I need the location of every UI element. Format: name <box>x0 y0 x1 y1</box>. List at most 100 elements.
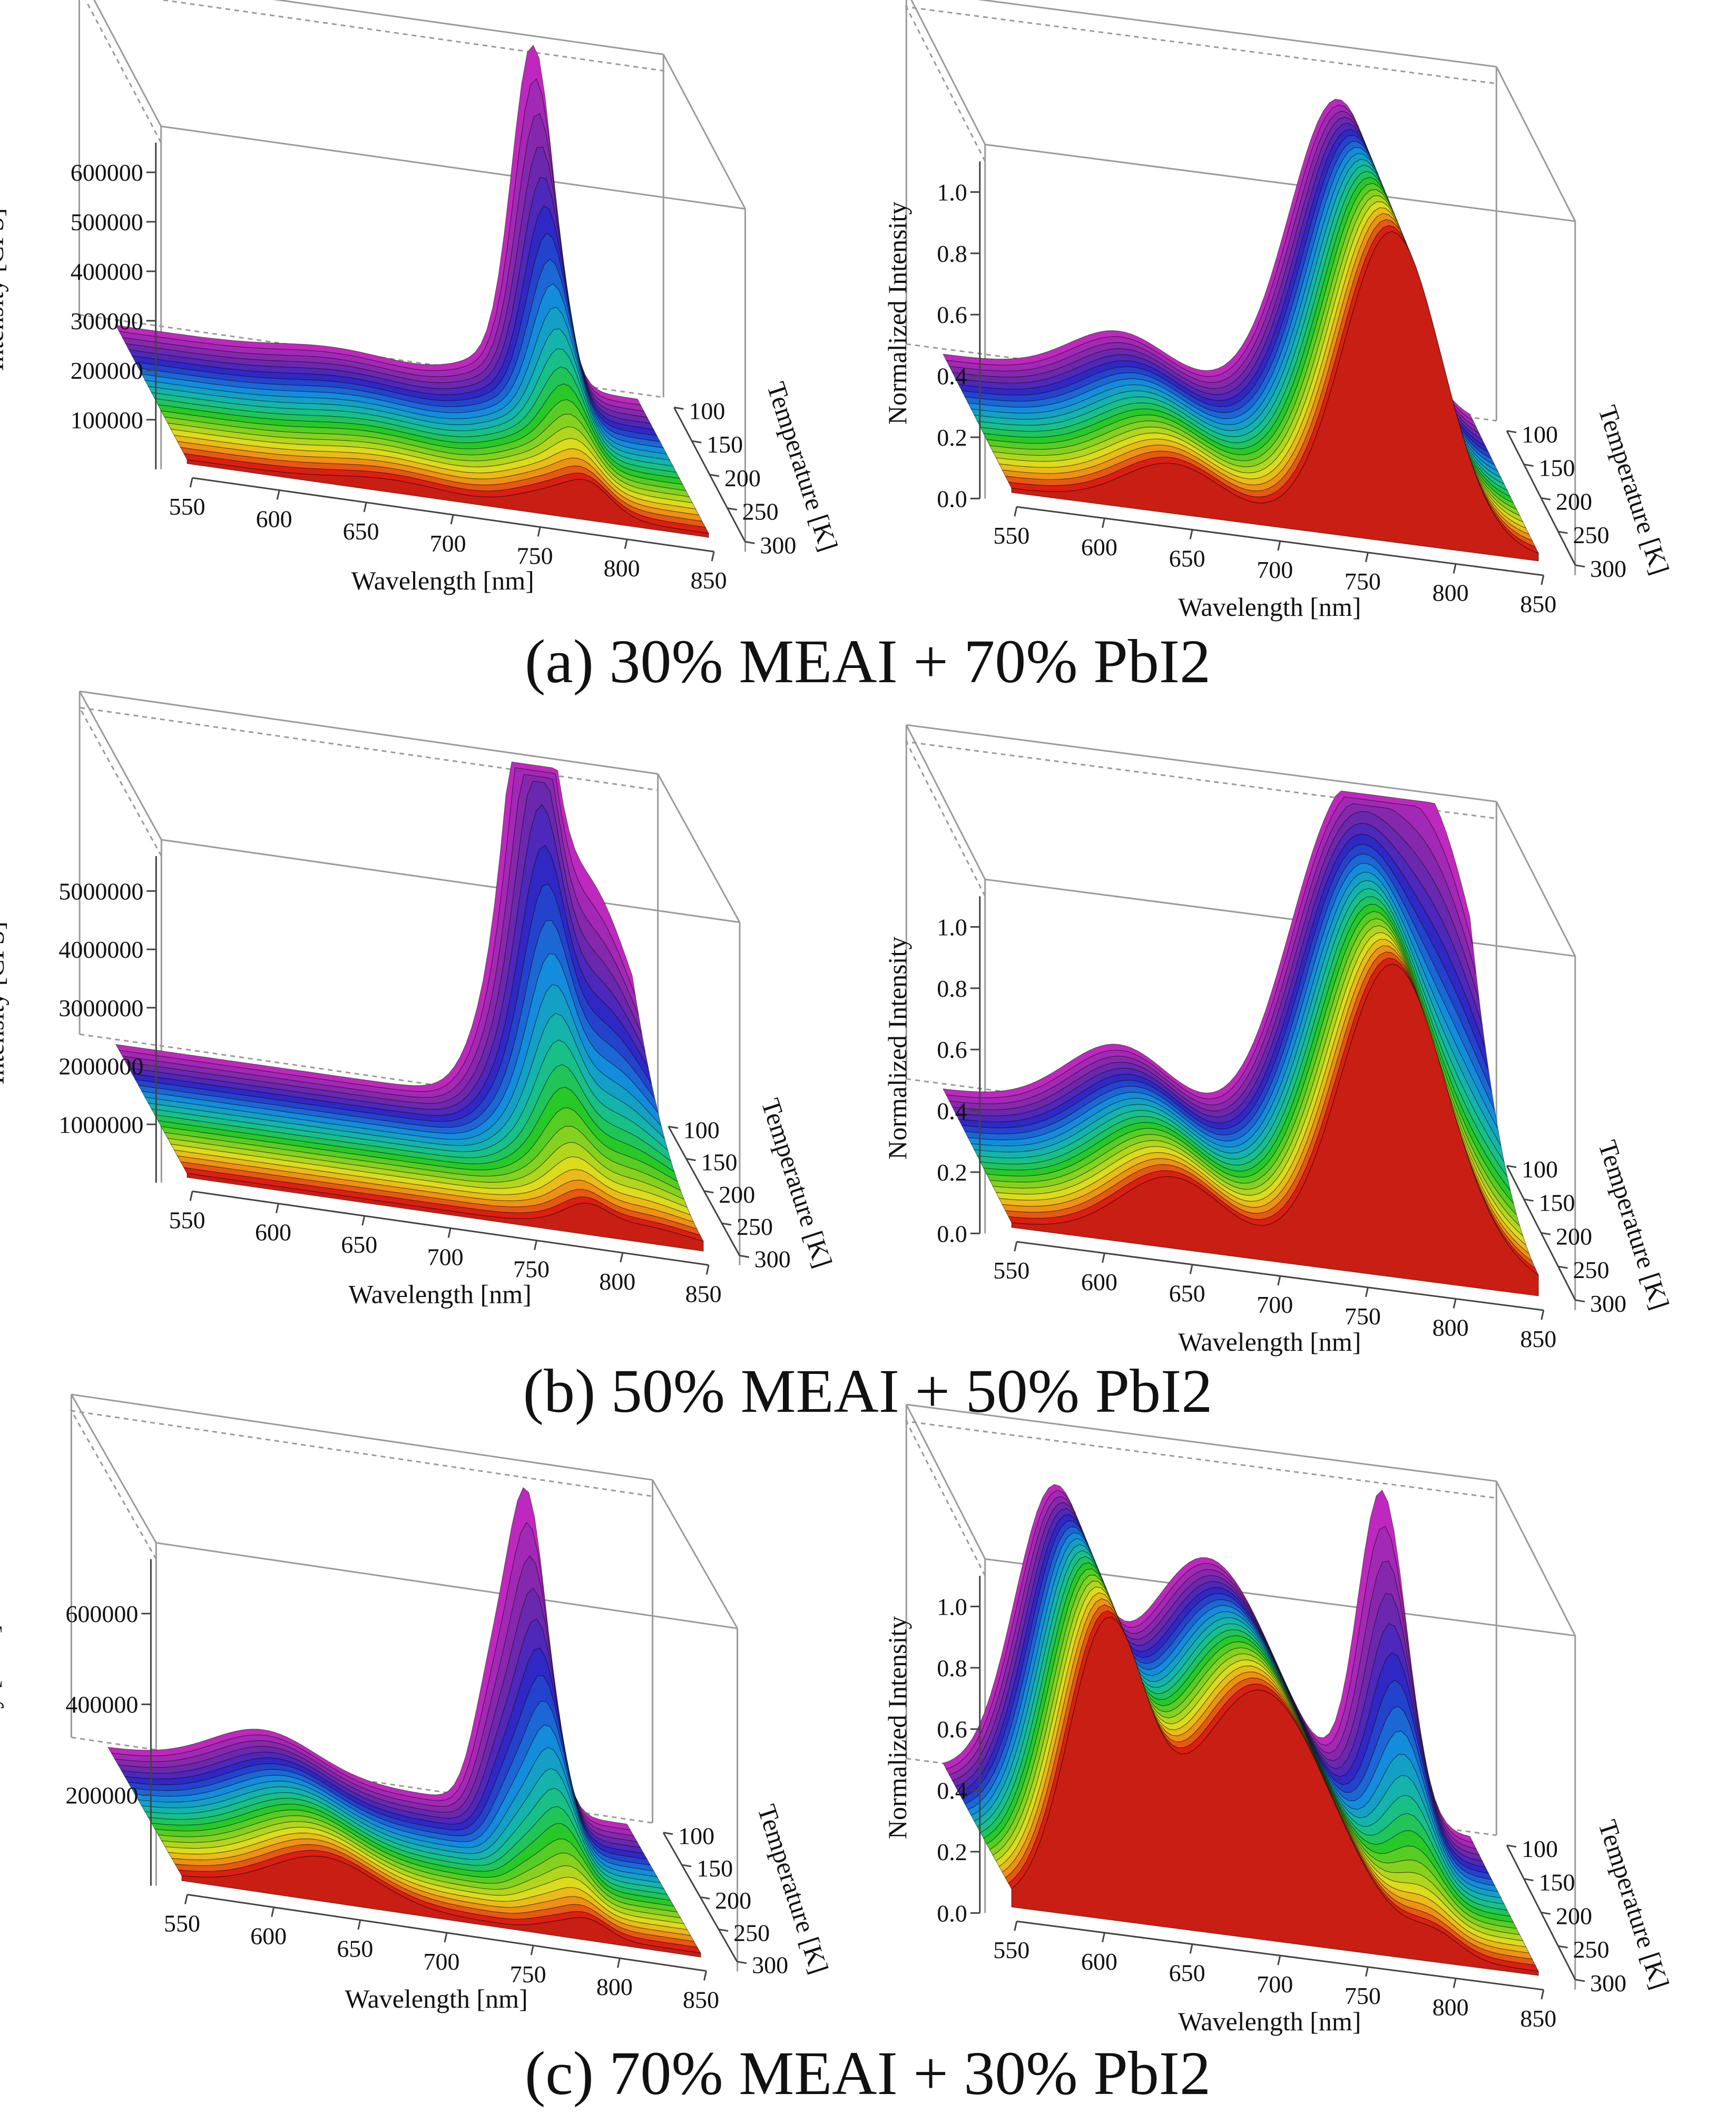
y-tick-label-5: 1.0 <box>937 1594 967 1620</box>
temperature-tick-label-1: 150 <box>1539 1190 1575 1216</box>
x-tick-label-3: 700 <box>424 1948 460 1975</box>
temperature-tick-label-0: 100 <box>1522 421 1558 448</box>
x-tick-label-6: 850 <box>1520 1325 1556 1352</box>
y-tick-label-1: 0.2 <box>937 1839 967 1865</box>
temperature-tick-label-4: 300 <box>1590 1290 1626 1317</box>
surface-front-edge <box>187 1173 704 1252</box>
bounding-box <box>70 1393 739 1972</box>
x-tick-label-6: 850 <box>1520 2005 1556 2032</box>
x-tick-label-4: 750 <box>1345 1303 1381 1330</box>
temperature-tick-label-2: 200 <box>1556 488 1592 515</box>
x-tick-label-5: 800 <box>1433 1993 1469 2020</box>
surface-front-edge <box>1011 964 1539 1296</box>
temperature-axis-title: Temperature [K] <box>1593 1816 1675 1993</box>
x-tick-label-2: 650 <box>343 518 379 545</box>
panel-c-right-surface-plot: 0.0 0.2 0.4 0.6 0.8 1.0 Normalized Intensity 55… <box>882 1403 1675 2036</box>
y-axis-title: Normalized Intensity <box>882 937 912 1160</box>
y-tick-label-3: 400000 <box>71 258 143 285</box>
surface <box>942 790 1539 1296</box>
y-axis-title: Intensity [CPS] <box>0 208 9 371</box>
x-tick-label-1: 600 <box>1081 1269 1117 1295</box>
x-axis-title: Wavelength [nm] <box>1178 592 1361 622</box>
temperature-tick-label-4: 300 <box>1590 1970 1626 1997</box>
temperature-axis-title: Temperature [K] <box>752 1801 834 1978</box>
surface <box>942 99 1539 562</box>
x-tick-label-2: 650 <box>1169 1280 1205 1306</box>
surface-front-edge <box>1011 231 1539 562</box>
temperature-tick-label-2: 200 <box>724 465 761 492</box>
y-tick-label-2: 3000000 <box>58 995 143 1021</box>
temperature-tick-label-4: 300 <box>754 1245 791 1272</box>
y-tick-label-1: 0.2 <box>937 1159 967 1186</box>
y-tick-label-2: 0.4 <box>937 363 967 390</box>
x-tick-label-0: 550 <box>169 1206 205 1233</box>
panel-c-left-surface-plot: 200000 400000 600000 Intensity [CPS] 550 600 6… <box>0 1393 834 2013</box>
temperature-tick-label-1: 150 <box>697 1855 733 1882</box>
x-tick-label-3: 700 <box>430 530 466 557</box>
surface <box>943 1483 1539 1976</box>
temperature-tick-label-4: 300 <box>1590 555 1626 582</box>
temperature-tick-label-3: 250 <box>1573 1256 1610 1283</box>
temperature-tick-label-3: 250 <box>733 1919 770 1946</box>
y-tick-label-1: 200000 <box>71 357 143 384</box>
y-tick-label-5: 1.0 <box>937 179 967 206</box>
surface-front-edge <box>181 1855 701 1958</box>
bounding-box <box>78 0 747 552</box>
x-tick-label-6: 850 <box>683 1986 719 2013</box>
x-tick-label-0: 550 <box>169 493 205 520</box>
y-tick-label-1: 2000000 <box>58 1053 143 1080</box>
y-tick-label-0: 1000000 <box>58 1111 143 1138</box>
y-axis-title: Intensity [CPS] <box>0 1625 4 1788</box>
x-tick-label-5: 800 <box>599 1268 635 1295</box>
x-tick-label-5: 800 <box>1433 579 1469 606</box>
axes: 200000 400000 600000 Intensity [CPS] 550 600 6… <box>0 1559 834 2013</box>
x-tick-label-3: 700 <box>1257 1971 1293 1998</box>
y-tick-label-3: 4000000 <box>58 936 143 963</box>
temperature-tick-label-1: 150 <box>1539 1869 1575 1896</box>
x-axis-title: Wavelength [nm] <box>345 1984 527 2013</box>
caption-b: (b) 50% MEAI + 50% PbI2 <box>523 1357 1213 1426</box>
y-tick-label-4: 0.8 <box>937 240 967 267</box>
caption-a: (a) 30% MEAI + 70% PbI2 <box>525 627 1211 696</box>
x-axis-title: Wavelength [nm] <box>1178 1327 1361 1357</box>
x-tick-label-1: 600 <box>256 505 292 532</box>
y-tick-label-3: 0.6 <box>937 1716 967 1743</box>
x-tick-label-3: 700 <box>1257 1291 1293 1318</box>
x-tick-label-3: 700 <box>427 1243 464 1270</box>
temperature-axis-title: Temperature [K] <box>756 1095 838 1271</box>
temperature-tick-label-0: 100 <box>1522 1835 1558 1862</box>
temperature-tick-label-0: 100 <box>683 1116 720 1143</box>
x-tick-label-4: 750 <box>1345 568 1381 595</box>
y-tick-label-4: 5000000 <box>58 878 143 905</box>
y-tick-label-2: 0.4 <box>937 1098 967 1125</box>
x-tick-label-0: 550 <box>993 522 1029 549</box>
y-tick-label-0: 200000 <box>65 1782 138 1809</box>
x-tick-label-0: 550 <box>993 1937 1029 1963</box>
surface-front-edge <box>187 459 709 538</box>
y-tick-label-2: 600000 <box>65 1600 138 1627</box>
x-tick-label-1: 600 <box>255 1219 291 1246</box>
x-tick-label-4: 750 <box>513 1256 550 1283</box>
temperature-tick-label-1: 150 <box>707 431 743 458</box>
surface <box>107 1487 702 1958</box>
x-tick-label-0: 550 <box>993 1257 1029 1284</box>
temperature-tick-label-2: 200 <box>715 1887 751 1914</box>
x-tick-label-2: 650 <box>337 1935 373 1962</box>
x-tick-label-6: 850 <box>685 1280 722 1307</box>
x-tick-label-2: 650 <box>1169 1959 1205 1986</box>
y-tick-label-2: 300000 <box>71 308 143 335</box>
y-axis-title: Intensity [CPS] <box>0 921 9 1085</box>
surface <box>115 761 704 1252</box>
caption-c: (c) 70% MEAI + 30% PbI2 <box>525 2039 1211 2108</box>
y-tick-label-0: 0.0 <box>937 485 967 512</box>
surface-front-edge <box>1011 1616 1539 1976</box>
x-tick-label-1: 600 <box>250 1923 287 1950</box>
temperature-tick-label-1: 150 <box>701 1149 738 1176</box>
y-tick-label-4: 0.8 <box>937 1655 967 1682</box>
y-tick-label-0: 100000 <box>71 407 143 434</box>
x-tick-label-3: 700 <box>1257 556 1293 583</box>
x-tick-label-5: 800 <box>604 555 640 582</box>
x-tick-label-6: 850 <box>1520 591 1556 617</box>
temperature-axis-title: Temperature [K] <box>761 378 844 555</box>
